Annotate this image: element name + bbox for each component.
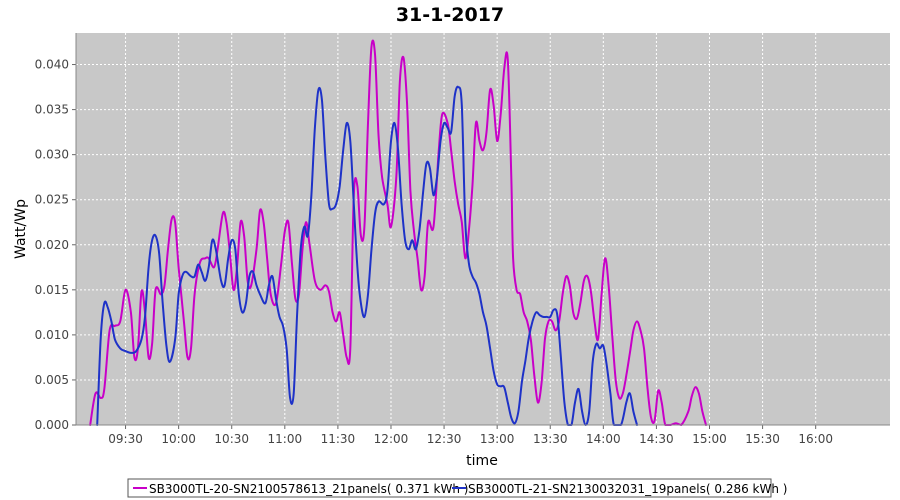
legend: SB3000TL-20-SN2100578613_21panels( 0.371… [127, 478, 787, 498]
series-line-1 [89, 39, 707, 426]
grid-layer [76, 33, 890, 426]
y-tick-label: 0.005 [35, 373, 69, 387]
legend-entry-label: SB3000TL-20-SN2100578613_21panels( 0.371… [149, 482, 468, 496]
x-axis-label: time [466, 453, 498, 469]
y-tick-label: 0.035 [35, 103, 69, 117]
x-tick-label: 11:00 [268, 432, 303, 446]
y-axis-label: Watt/Wp [13, 199, 29, 259]
x-tick-label: 11:30 [321, 432, 356, 446]
x-tick-label: 13:30 [533, 432, 568, 446]
axis-layer: 0.000 0.005 0.010 0.015 0.020 0.025 0.030 0.035… [35, 33, 890, 446]
x-tick-label: 12:30 [427, 432, 462, 446]
y-tick-label: 0.030 [35, 148, 69, 162]
y-tick-label: 0.010 [35, 328, 69, 342]
x-tick-label: 14:00 [586, 432, 621, 446]
series-line-2 [96, 85, 638, 426]
x-tick-label: 09:30 [108, 432, 143, 446]
legend-box [127, 478, 772, 498]
y-tick-label: 0.015 [35, 283, 69, 297]
series-layer [89, 39, 707, 426]
legend-entry-label: SB3000TL-21-SN2130032031_19panels( 0.286… [468, 482, 787, 496]
x-tick-label: 10:00 [161, 432, 196, 446]
x-tick-label: 12:00 [374, 432, 409, 446]
x-tick-label: 16:00 [798, 432, 833, 446]
y-tick-label: 0.040 [35, 58, 69, 72]
y-tick-label: 0.000 [35, 418, 69, 432]
y-tick-label: 0.020 [35, 238, 69, 252]
chart-title: 31-1-2017 [396, 4, 504, 26]
x-tick-label: 15:30 [745, 432, 780, 446]
y-tick-label: 0.025 [35, 193, 69, 207]
x-tick-label: 15:00 [692, 432, 727, 446]
plot-area [76, 33, 890, 425]
x-tick-label: 13:00 [480, 432, 515, 446]
x-tick-label: 10:30 [214, 432, 249, 446]
x-tick-label: 14:30 [639, 432, 674, 446]
